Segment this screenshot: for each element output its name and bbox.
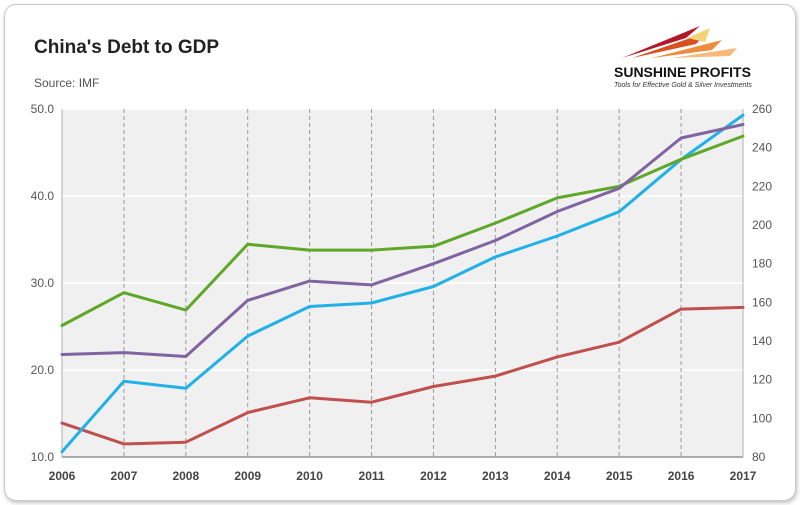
x-tick-label: 2012 <box>420 469 447 483</box>
right-tick-label: 100 <box>752 411 772 425</box>
left-tick-label: 40.0 <box>31 189 55 203</box>
right-tick-label: 260 <box>752 102 772 116</box>
series-line-4 <box>60 123 745 358</box>
x-tick-label: 2008 <box>172 469 199 483</box>
x-tick-label: 2010 <box>296 469 323 483</box>
series-line-2 <box>60 113 745 454</box>
x-tick-label: 2006 <box>49 469 76 483</box>
x-tick-label: 2016 <box>668 469 695 483</box>
right-tick-label: 200 <box>752 218 772 232</box>
right-tick-label: 240 <box>752 141 772 155</box>
chart-title: China's Debt to GDP <box>34 37 220 58</box>
left-tick-label: 50.0 <box>31 102 55 116</box>
right-tick-label: 80 <box>752 450 766 464</box>
logo-rays-icon <box>622 26 700 58</box>
series-line-1 <box>60 305 745 446</box>
right-tick-label: 160 <box>752 295 772 309</box>
left-tick-label: 20.0 <box>31 363 55 377</box>
x-tick-label: 2015 <box>606 469 633 483</box>
x-tick-label: 2009 <box>234 469 261 483</box>
x-tick-label: 2014 <box>544 469 571 483</box>
x-tick-label: 2013 <box>482 469 509 483</box>
sunshine-profits-logo <box>622 26 737 58</box>
logo-tagline: Tools for Effective Gold & Silver Invest… <box>614 82 752 89</box>
left-tick-label: 30.0 <box>31 276 55 290</box>
chart-source: Source: IMF <box>34 76 100 90</box>
x-tick-label: 2007 <box>111 469 138 483</box>
right-tick-label: 220 <box>752 179 772 193</box>
x-tick-label: 2017 <box>730 469 757 483</box>
right-tick-label: 180 <box>752 257 772 271</box>
x-tick-label: 2011 <box>359 469 385 483</box>
logo-name: SUNSHINE PROFITS <box>614 64 751 80</box>
left-tick-label: 10.0 <box>31 450 55 464</box>
right-tick-label: 120 <box>752 373 772 387</box>
right-tick-label: 140 <box>752 334 772 348</box>
